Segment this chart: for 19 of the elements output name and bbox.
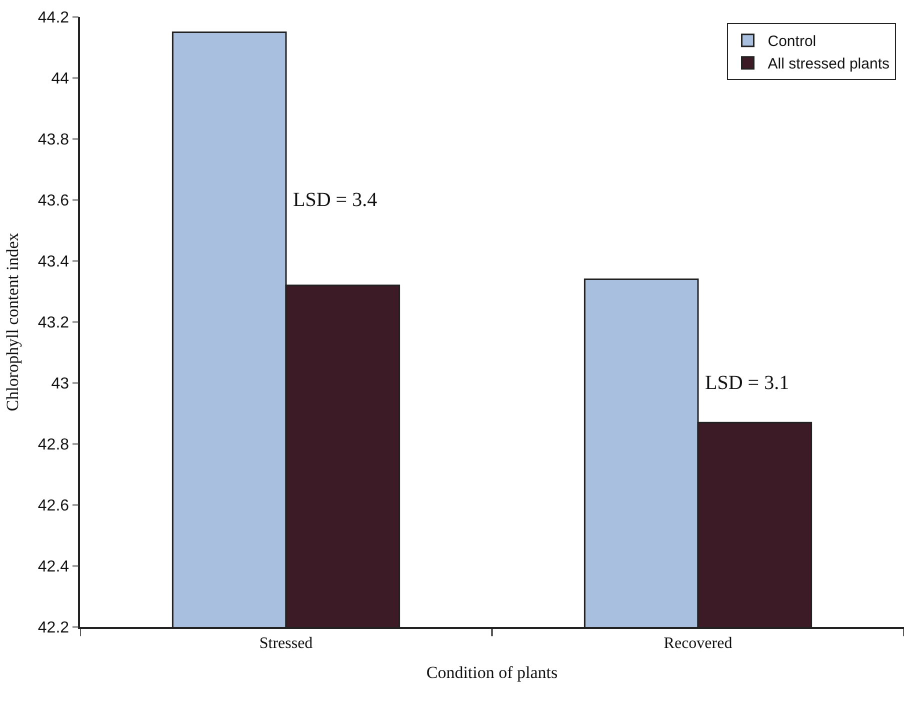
y-tick-label: 42.2	[38, 620, 70, 637]
legend-label: Control	[768, 33, 816, 50]
y-tick-label: 43.2	[38, 314, 70, 332]
y-tick-label: 42.6	[38, 498, 70, 515]
y-tick-label: 43.8	[38, 132, 70, 149]
x-axis-title: Condition of plants	[426, 662, 558, 682]
y-axis-title: Chlorophyll content index	[2, 232, 22, 412]
annotation: LSD = 3.4	[293, 189, 378, 211]
y-tick-label: 43.4	[38, 254, 70, 271]
legend-label: All stressed plants	[768, 56, 890, 73]
y-tick-label: 42.4	[38, 558, 70, 576]
x-tick-label: Recovered	[664, 634, 732, 652]
annotation: LSD = 3.1	[705, 372, 790, 394]
y-tick-label: 44.2	[38, 10, 70, 27]
y-tick-label: 43.6	[38, 192, 70, 210]
y-tick-label: 44	[51, 70, 70, 88]
y-tick-label: 43	[51, 376, 70, 393]
y-tick-label: 42.8	[38, 436, 70, 454]
x-tick-label: Stressed	[259, 634, 313, 652]
